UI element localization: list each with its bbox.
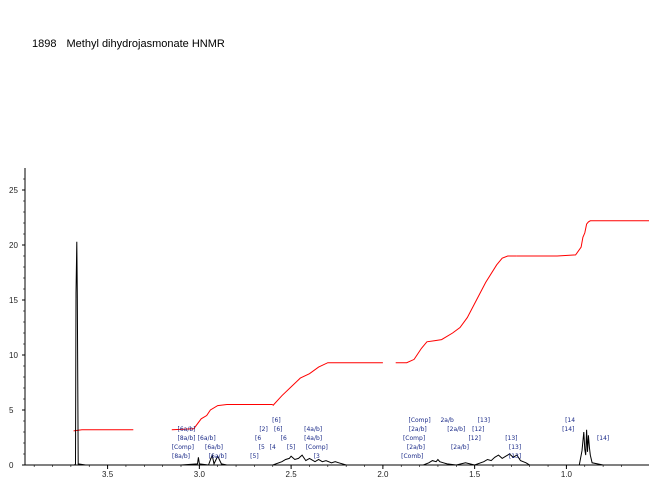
- peak-label-group: [6a/b][8a/b][Comp][8a/b][6a/b][6a/b][6a/…: [172, 417, 610, 460]
- peak-label: [Comp]: [408, 417, 430, 424]
- x-tick-label: 1.0: [561, 470, 573, 479]
- tick-group: 3.5 3.0 2.5 2.0 1.5 1.0 0 5 10 15 20 25: [9, 178, 622, 479]
- peak-label: 2a/b: [440, 417, 454, 424]
- peak-label: [6: [255, 435, 261, 442]
- peak-label: [2]: [259, 426, 268, 433]
- integral-segment: [272, 362, 383, 406]
- y-tick-label: 0: [9, 461, 14, 470]
- peak-label: [2a/b]: [451, 444, 469, 451]
- peak-label: [5]: [287, 444, 296, 451]
- chart-title: 1898 Methyl dihydrojasmonate HNMR: [32, 38, 225, 50]
- peak-label: [4: [270, 444, 276, 451]
- peak-label: [13]: [509, 444, 521, 451]
- peak-label: [2a/b]: [447, 426, 465, 433]
- x-tick-label: 3.5: [102, 470, 114, 479]
- peak-label: [14: [565, 417, 575, 424]
- y-tick-label: 20: [9, 241, 18, 250]
- peak-label: [5]: [250, 453, 259, 460]
- peak-label: [4a/b]: [304, 426, 322, 433]
- x-tick-label: 3.0: [194, 470, 206, 479]
- peak-label: [2a/b]: [409, 426, 427, 433]
- peak-label: [6a/b]: [198, 435, 216, 442]
- peak-label: [12]: [472, 426, 484, 433]
- peak-label: [12]: [468, 435, 480, 442]
- y-tick-label: 15: [9, 296, 18, 305]
- peak-label: [13]: [478, 417, 490, 424]
- y-tick-label: 25: [9, 186, 18, 195]
- axes: [24, 168, 649, 466]
- x-tick-label: 2.5: [286, 470, 298, 479]
- integral-segment: [73, 429, 134, 432]
- y-tick-label: 10: [9, 351, 18, 360]
- peak-label: [8a/b]: [177, 435, 195, 442]
- spectrum-trace-group: [25, 241, 649, 466]
- y-tick-label: 5: [9, 406, 14, 415]
- integral-curve-group: [25, 220, 649, 466]
- peak-label: [13]: [509, 453, 521, 460]
- spectrum-trace: [25, 241, 649, 466]
- x-tick-label: 1.5: [469, 470, 481, 479]
- peak-label: [8a/b]: [172, 453, 190, 460]
- peak-label: [Comp]: [172, 444, 194, 451]
- peak-label: [13]: [505, 435, 517, 442]
- peak-label: [3: [314, 453, 320, 460]
- peak-label: [6]: [274, 426, 283, 433]
- peak-label: [6: [281, 435, 287, 442]
- integral-segment: [171, 404, 273, 431]
- integral-segment: [516, 220, 649, 257]
- peak-label: [4a/b]: [304, 435, 322, 442]
- peak-label: [6a/b]: [177, 426, 195, 433]
- peak-label: [6a/b]: [205, 444, 223, 451]
- compound-name: Methyl dihydrojasmonate HNMR: [66, 38, 225, 50]
- peak-label: [6]: [272, 417, 281, 424]
- peak-label: [2a/b]: [407, 444, 425, 451]
- peak-label: [6a/b]: [209, 453, 227, 460]
- integral-segment: [395, 255, 517, 364]
- peak-label: [Comp]: [403, 435, 425, 442]
- peak-label: [14]: [562, 426, 574, 433]
- x-tick-label: 2.0: [377, 470, 389, 479]
- peak-label: [5: [259, 444, 265, 451]
- peak-label: [14]: [597, 435, 609, 442]
- peak-label: [Comp]: [306, 444, 328, 451]
- peak-label: [Comb]: [401, 453, 423, 460]
- spectrum-id: 1898: [32, 38, 57, 50]
